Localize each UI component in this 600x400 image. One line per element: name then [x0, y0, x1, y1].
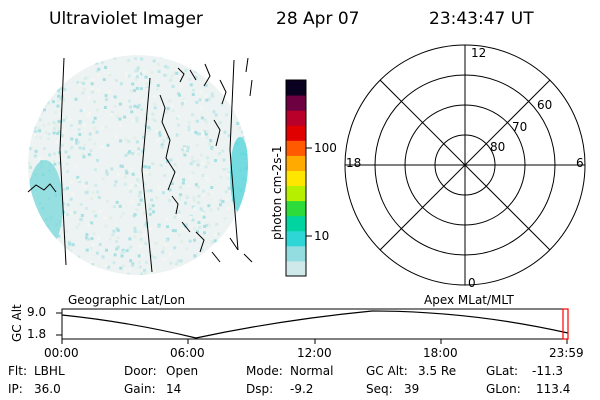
colorbar-segment: [286, 185, 306, 202]
colorbar-tick-100: 100: [314, 141, 337, 155]
mlt-6-label: 6: [576, 156, 584, 170]
door-label: Door:: [124, 364, 157, 378]
timeline-tick-1: 06:00: [170, 346, 205, 360]
colorbar-segment: [286, 260, 306, 277]
colorbar-segment: [286, 245, 306, 262]
colorbar-segment: [286, 170, 306, 187]
timeline-tick-4: 23:59: [549, 346, 584, 360]
mode-value: Normal: [290, 364, 334, 378]
polar-panel-caption: Apex MLat/MLT: [424, 293, 514, 307]
mlt-0-label: 0: [468, 276, 476, 290]
colorbar-segment: [286, 230, 306, 247]
glat-value: -11.3: [532, 364, 564, 378]
colorbar-segment: [286, 140, 306, 156]
colorbar-segment: [286, 200, 306, 217]
gain-value: 14: [166, 382, 182, 396]
colorbar-segment: [286, 110, 306, 126]
colorbar-tick-10: 10: [314, 229, 330, 243]
timeline-axis-label: GC Alt: [10, 304, 24, 342]
gcalt-label: GC Alt:: [366, 364, 408, 378]
polar-diagonal-b: [379, 79, 551, 251]
mlt-18-label: 18: [346, 156, 362, 170]
gcalt-value: 3.5 Re: [418, 364, 457, 378]
instrument-title: Ultraviolet Imager: [49, 9, 203, 29]
coastlines: [27, 57, 253, 263]
ip-label: IP:: [8, 382, 23, 396]
dsp-value: -9.2: [290, 382, 314, 396]
ip-value: 36.0: [34, 382, 61, 396]
door-value: Open: [166, 364, 199, 378]
mlat-80-label: 80: [490, 140, 506, 154]
timeline-ytick-top: 9.0: [27, 305, 47, 319]
mlat-70-label: 70: [512, 120, 528, 134]
timeline-tick-0: 00:00: [44, 346, 79, 360]
colorbar-segment: [286, 95, 306, 111]
gain-label: Gain:: [124, 382, 156, 396]
colorbar-segment: [286, 80, 306, 96]
graticule-lines: [59, 57, 239, 273]
timeline-tick-3: 18:00: [423, 346, 458, 360]
glat-label: GLat:: [486, 364, 519, 378]
geo-panel-caption: Geographic Lat/Lon: [68, 293, 186, 307]
time-label: 23:43:47 UT: [429, 9, 534, 29]
current-time-marker: [562, 308, 569, 340]
mode-label: Mode:: [246, 364, 283, 378]
seq-value: 39: [404, 382, 420, 396]
colorbar-segment: [286, 215, 306, 232]
mlat-60-label: 60: [537, 98, 553, 112]
timeline-tick-2: 12:00: [297, 346, 332, 360]
date-label: 28 Apr 07: [276, 9, 360, 29]
seq-label: Seq:: [366, 382, 393, 396]
dsp-label: Dsp:: [246, 382, 274, 396]
timeline-ytick-bottom: 1.8: [27, 327, 47, 341]
altitude-curve: [61, 310, 569, 339]
colorbar-segment: [286, 125, 306, 141]
colorbar-segment: [286, 155, 306, 171]
flt-value: LBHL: [34, 364, 65, 378]
mlt-12-label: 12: [471, 46, 487, 60]
glon-value: 113.4: [536, 382, 571, 396]
flt-label: Flt:: [8, 364, 27, 378]
glon-label: GLon:: [486, 382, 521, 396]
